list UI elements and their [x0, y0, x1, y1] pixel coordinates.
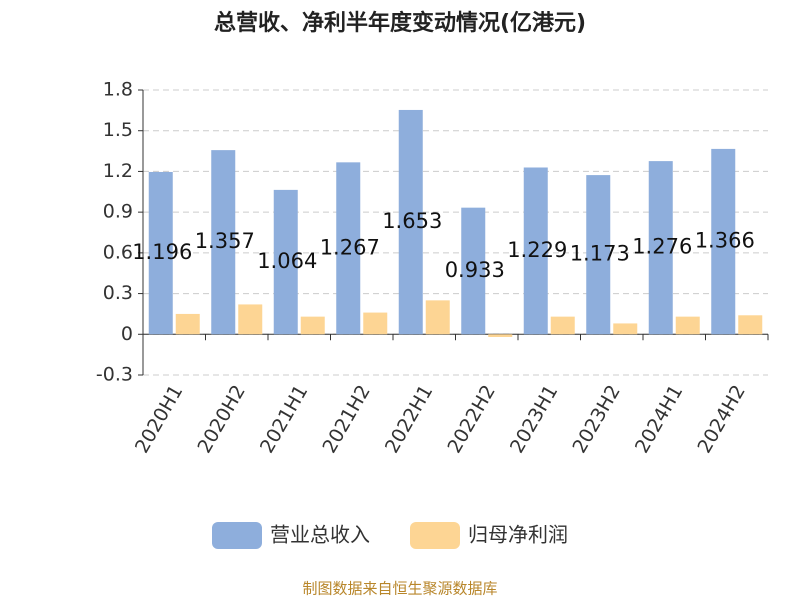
data-label: 1.173: [570, 242, 630, 266]
y-tick-label: 0.9: [103, 201, 133, 223]
data-label: 1.653: [382, 209, 442, 233]
bar: [238, 304, 263, 335]
legend-swatch: [410, 522, 460, 549]
data-label: 1.276: [632, 235, 692, 259]
y-tick-label: -0.3: [96, 364, 133, 386]
bar: [711, 148, 736, 335]
x-tick-label: 2021H1: [256, 381, 312, 457]
bar: [425, 300, 450, 335]
data-label: 1.366: [695, 229, 755, 253]
x-tick-label: 2020H1: [131, 381, 187, 457]
bar: [613, 323, 638, 335]
y-tick-label: 0: [121, 323, 133, 345]
legend-label: 归母净利润: [468, 523, 568, 547]
x-tick-label: 2022H1: [381, 381, 437, 457]
data-label: 1.267: [320, 235, 380, 259]
data-label: 1.229: [507, 238, 567, 262]
data-label: 1.196: [132, 240, 192, 264]
y-tick-label: 0.6: [103, 241, 133, 263]
x-tick-label: 2021H2: [318, 381, 374, 457]
bar: [273, 189, 298, 335]
bar: [363, 312, 388, 335]
bar: [675, 316, 700, 335]
legend-label: 营业总收入: [270, 523, 370, 547]
x-tick-label: 2023H2: [568, 381, 624, 457]
bar: [398, 109, 423, 335]
bar: [550, 316, 575, 335]
x-tick-label: 2020H2: [193, 381, 249, 457]
bar: [211, 150, 236, 335]
bar: [175, 313, 200, 335]
legend-swatch: [212, 522, 262, 549]
bar: [336, 162, 361, 335]
y-tick-label: 0.3: [103, 282, 133, 304]
y-tick-label: 1.2: [103, 160, 133, 182]
x-tick-label: 2023H1: [506, 381, 562, 457]
x-tick-label: 2024H1: [631, 381, 687, 457]
x-tick-label: 2024H2: [693, 381, 749, 457]
bar: [148, 171, 173, 335]
bar: [523, 167, 548, 335]
bar: [300, 316, 325, 335]
data-label: 0.933: [445, 258, 505, 282]
bar: [738, 315, 763, 335]
bar: [648, 161, 673, 335]
x-tick-label: 2022H2: [443, 381, 499, 457]
bar: [488, 334, 513, 337]
y-tick-label: 1.8: [103, 79, 133, 101]
data-label: 1.064: [257, 249, 317, 273]
data-label: 1.357: [195, 229, 255, 253]
y-tick-label: 1.5: [103, 119, 133, 141]
bar: [461, 207, 486, 335]
chart-title: 总营收、净利半年度变动情况(亿港元): [214, 10, 586, 36]
bar: [586, 175, 611, 335]
source-note: 制图数据来自恒生聚源数据库: [302, 580, 497, 598]
